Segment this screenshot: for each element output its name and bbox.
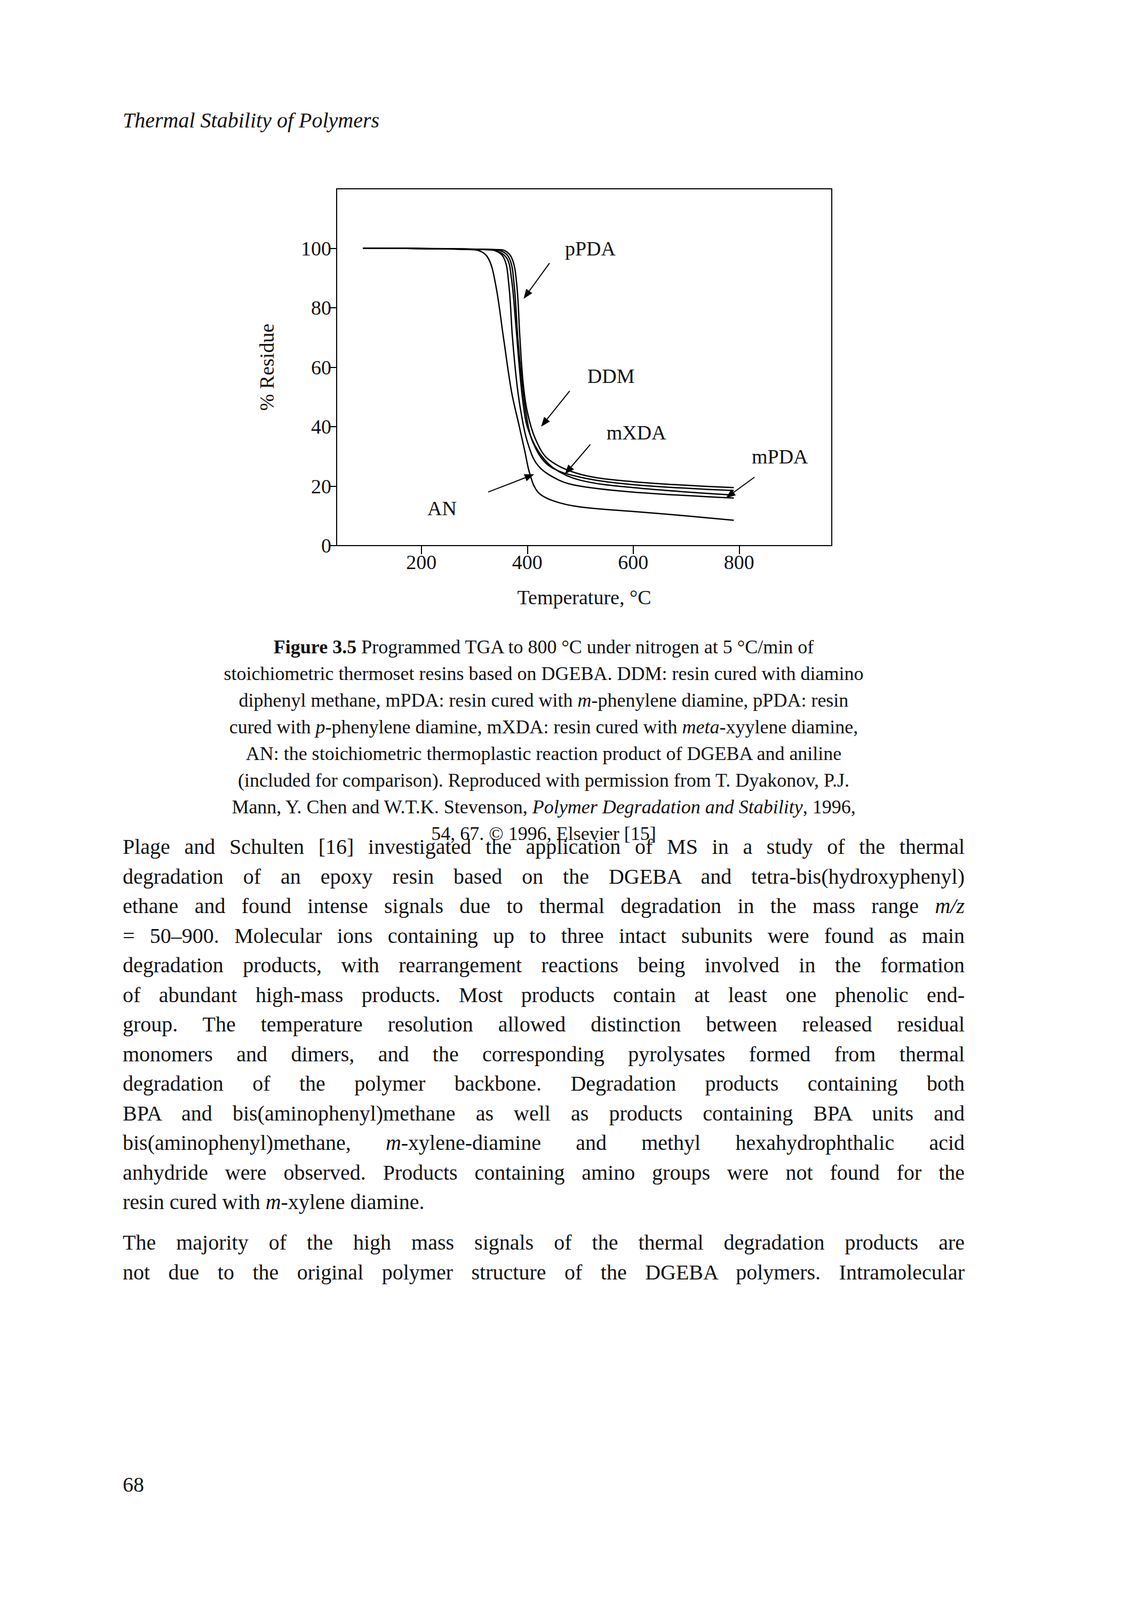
html-text:degradation of the polymer bac: degradation of the polymer backbone. Deg…	[122, 1071, 965, 1096]
svg-text:100: 100	[300, 237, 332, 260]
svg-text:% Residue: % Residue	[255, 323, 278, 412]
html-text:degradation of an epoxy resin: degradation of an epoxy resin based on t…	[122, 864, 965, 889]
svg-text:Temperature, °C: Temperature, °C	[517, 586, 652, 609]
html-text:AN: the stoichiometric thermop: AN: the stoichiometric thermoplastic rea…	[245, 743, 842, 765]
html-text:Figure 3.5 Programmed TGA to 8: Figure 3.5 Programmed TGA to 800 °C unde…	[273, 636, 814, 658]
html-text:54, 67. © 1996, Elsevier [15]: 54, 67. © 1996, Elsevier [15]	[431, 823, 657, 845]
html-text:Plage and Schulten [16] invest: Plage and Schulten [16] investigated the…	[122, 834, 965, 859]
html-text:cured with p -phenylene diamin: cured with p -phenylene diamine, mXDA: r…	[229, 716, 859, 738]
svg-text:pPDA: pPDA	[565, 237, 617, 260]
svg-text:800: 800	[723, 551, 755, 574]
html-text:bis(aminophenyl)methane, m -xy: bis(aminophenyl)methane, m -xylene-diami…	[122, 1131, 965, 1156]
html-text:anhydride were observed. Produ: anhydride were observed. Products contai…	[122, 1160, 965, 1185]
html-text:group. The temperature resolut: group. The temperature resolution allowe…	[122, 1012, 965, 1037]
svg-text:200: 200	[406, 551, 437, 574]
html-text:diphenyl methane, mPDA: resin: diphenyl methane, mPDA: resin cured with…	[238, 689, 849, 712]
html-text:resin cured with m -xylene dia: resin cured with m -xylene diamine.	[122, 1190, 425, 1215]
html-text:not due to the original polyme: not due to the original polymer structur…	[122, 1260, 965, 1285]
svg-text:80: 80	[311, 296, 332, 320]
html-text:stoichiometric thermoset resin: stoichiometric thermoset resins based on…	[223, 663, 864, 685]
html-text:degradation products, with rea: degradation products, with rearrangement…	[122, 953, 965, 978]
svg-text:40: 40	[311, 415, 332, 439]
svg-text:mPDA: mPDA	[751, 445, 809, 468]
html-text:Mann, Y. Chen and W.T.K. Steve: Mann, Y. Chen and W.T.K. Stevenson, Poly…	[231, 796, 856, 818]
html-text:BPA and bis(aminophenyl)methan: BPA and bis(aminophenyl)methane as well …	[122, 1101, 965, 1126]
html-text:Thermal Stability of Polymers: Thermal Stability of Polymers	[122, 108, 380, 133]
svg-text:600: 600	[617, 551, 649, 574]
svg-text:AN: AN	[427, 497, 457, 520]
html-text:The majority of the high mass: The majority of the high mass signals of…	[122, 1230, 965, 1255]
svg-text:DDM: DDM	[587, 364, 635, 388]
svg-text:20: 20	[311, 475, 332, 498]
html-text:ethane and found intense signa: ethane and found intense signals due to …	[122, 894, 965, 919]
html-text:68: 68	[122, 1473, 145, 1498]
svg-text:0: 0	[321, 534, 332, 557]
html-text:= 50–900. Molecular ions conta: = 50–900. Molecular ions containing up t…	[122, 923, 965, 948]
svg-text:400: 400	[512, 551, 543, 574]
html-text:monomers and dimers, and the c: monomers and dimers, and the correspondi…	[122, 1042, 965, 1067]
svg-text:60: 60	[311, 356, 332, 379]
svg-text:mXDA: mXDA	[606, 421, 667, 444]
html-text:of abundant high-mass products: of abundant high-mass products. Most pro…	[122, 983, 965, 1008]
html-text:(included for comparison). Rep: (included for comparison). Reproduced wi…	[237, 769, 850, 792]
